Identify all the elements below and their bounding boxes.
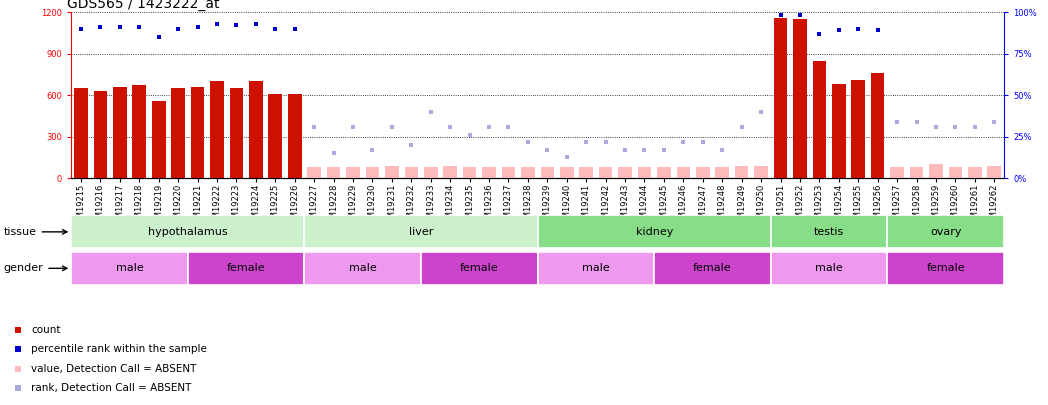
Bar: [716, 167, 729, 178]
Bar: [230, 88, 243, 178]
Bar: [71, 252, 188, 285]
Bar: [288, 94, 302, 178]
Bar: [421, 252, 538, 285]
Text: male: male: [115, 263, 144, 273]
Bar: [93, 91, 107, 178]
Text: female: female: [926, 263, 965, 273]
Bar: [304, 252, 421, 285]
Bar: [793, 19, 807, 178]
Bar: [930, 164, 943, 178]
Bar: [405, 167, 418, 178]
Bar: [987, 166, 1001, 178]
Bar: [538, 252, 654, 285]
Bar: [541, 167, 554, 178]
Bar: [735, 166, 748, 178]
Text: rank, Detection Call = ABSENT: rank, Detection Call = ABSENT: [31, 384, 192, 394]
Bar: [832, 84, 846, 178]
Text: testis: testis: [814, 227, 845, 237]
Bar: [152, 101, 166, 178]
Bar: [948, 167, 962, 178]
Text: male: male: [582, 263, 610, 273]
Bar: [521, 167, 534, 178]
Text: male: male: [815, 263, 843, 273]
Bar: [654, 252, 770, 285]
Text: gender: gender: [3, 263, 67, 273]
Text: GDS565 / 1423222_at: GDS565 / 1423222_at: [67, 0, 219, 11]
Bar: [773, 18, 787, 178]
Bar: [304, 215, 538, 248]
Bar: [637, 167, 651, 178]
Bar: [888, 252, 1004, 285]
Bar: [502, 167, 516, 178]
Bar: [677, 167, 691, 178]
Bar: [657, 167, 671, 178]
Bar: [249, 81, 263, 178]
Bar: [696, 167, 709, 178]
Bar: [598, 167, 612, 178]
Bar: [327, 167, 341, 178]
Bar: [891, 167, 904, 178]
Bar: [268, 94, 282, 178]
Bar: [871, 73, 885, 178]
Bar: [812, 61, 826, 178]
Bar: [888, 215, 1004, 248]
Bar: [755, 166, 768, 178]
Bar: [307, 167, 321, 178]
Text: hypothalamus: hypothalamus: [148, 227, 227, 237]
Bar: [770, 252, 888, 285]
Bar: [385, 166, 398, 178]
Bar: [482, 167, 496, 178]
Bar: [132, 85, 146, 178]
Bar: [770, 215, 888, 248]
Text: male: male: [349, 263, 376, 273]
Text: liver: liver: [409, 227, 433, 237]
Text: female: female: [460, 263, 499, 273]
Bar: [366, 167, 379, 178]
Bar: [346, 167, 359, 178]
Bar: [968, 167, 982, 178]
Text: ovary: ovary: [930, 227, 961, 237]
Text: tissue: tissue: [3, 227, 67, 237]
Bar: [560, 167, 573, 178]
Bar: [424, 167, 438, 178]
Bar: [618, 167, 632, 178]
Bar: [538, 215, 770, 248]
Bar: [211, 81, 224, 178]
Bar: [113, 87, 127, 178]
Text: percentile rank within the sample: percentile rank within the sample: [31, 344, 208, 354]
Bar: [171, 88, 184, 178]
Text: female: female: [693, 263, 732, 273]
Bar: [191, 87, 204, 178]
Bar: [74, 88, 88, 178]
Bar: [910, 167, 923, 178]
Bar: [188, 252, 304, 285]
Bar: [463, 167, 477, 178]
Text: count: count: [31, 325, 61, 335]
Bar: [580, 167, 593, 178]
Text: kidney: kidney: [635, 227, 673, 237]
Text: female: female: [226, 263, 265, 273]
Bar: [71, 215, 304, 248]
Bar: [851, 80, 865, 178]
Text: value, Detection Call = ABSENT: value, Detection Call = ABSENT: [31, 364, 197, 374]
Bar: [443, 166, 457, 178]
